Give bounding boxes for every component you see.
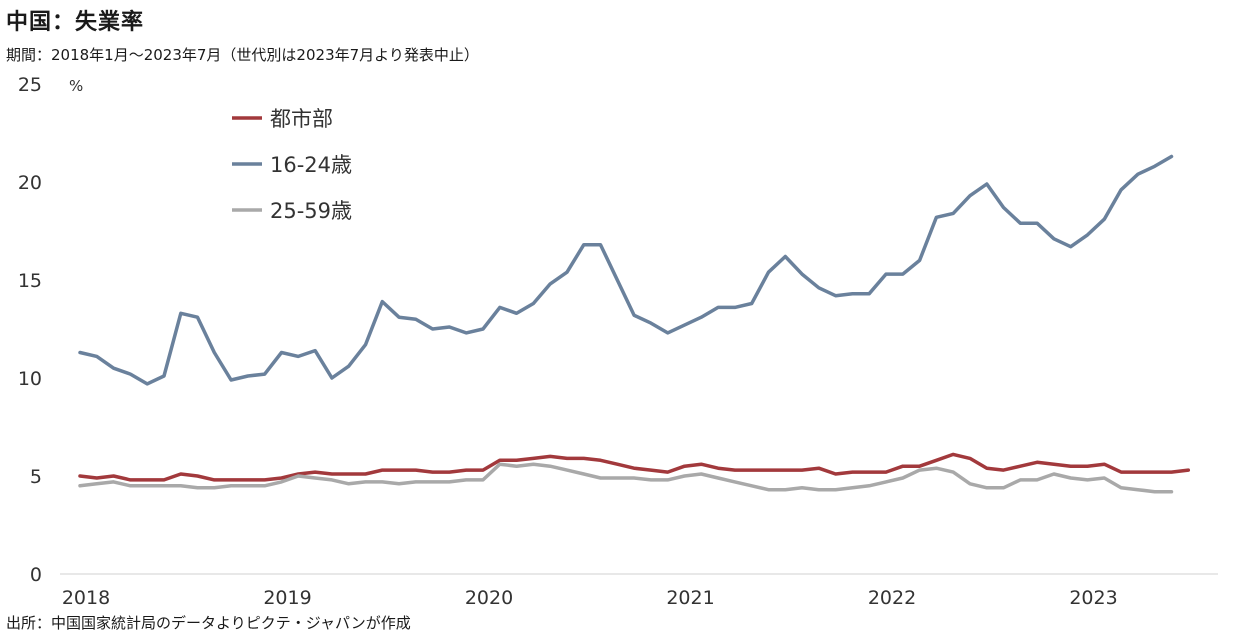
legend: 都市部 16-24歳 25-59歳 (232, 107, 352, 223)
y-tick-label: 10 (18, 368, 42, 390)
series-line-1 (78, 154, 1174, 386)
y-tick-label: 15 (18, 270, 42, 292)
source-note: 出所：中国国家統計局のデータよりピクテ・ジャパンが作成 (6, 614, 411, 632)
y-axis: 0 5 10 15 20 25% (18, 74, 83, 586)
series-line-2 (78, 462, 1174, 494)
x-tick-label: 2021 (666, 587, 714, 609)
y-tick-label: 5 (30, 466, 42, 488)
legend-label: 25-59歳 (270, 199, 352, 223)
x-tick-label: 2020 (465, 587, 513, 609)
plot-lines (78, 154, 1191, 494)
x-tick-label: 2018 (62, 587, 110, 609)
legend-label: 16-24歳 (270, 153, 352, 177)
x-tick-label: 2022 (868, 587, 916, 609)
chart-title: 中国：失業率 (6, 10, 145, 35)
y-tick-label: 25 (18, 74, 42, 96)
chart-subtitle: 期間：2018年1月～2023年7月（世代別は2023年7月より発表中止） (6, 46, 479, 64)
series-line-0 (78, 452, 1191, 482)
y-tick-label: 20 (18, 172, 42, 194)
x-tick-label: 2023 (1069, 587, 1117, 609)
x-tick-label: 2019 (263, 587, 311, 609)
y-unit-label: % (69, 77, 83, 95)
legend-label: 都市部 (270, 107, 333, 131)
x-axis: 2018 2019 2020 2021 2022 2023 (60, 573, 1218, 609)
y-tick-label: 0 (30, 564, 42, 586)
